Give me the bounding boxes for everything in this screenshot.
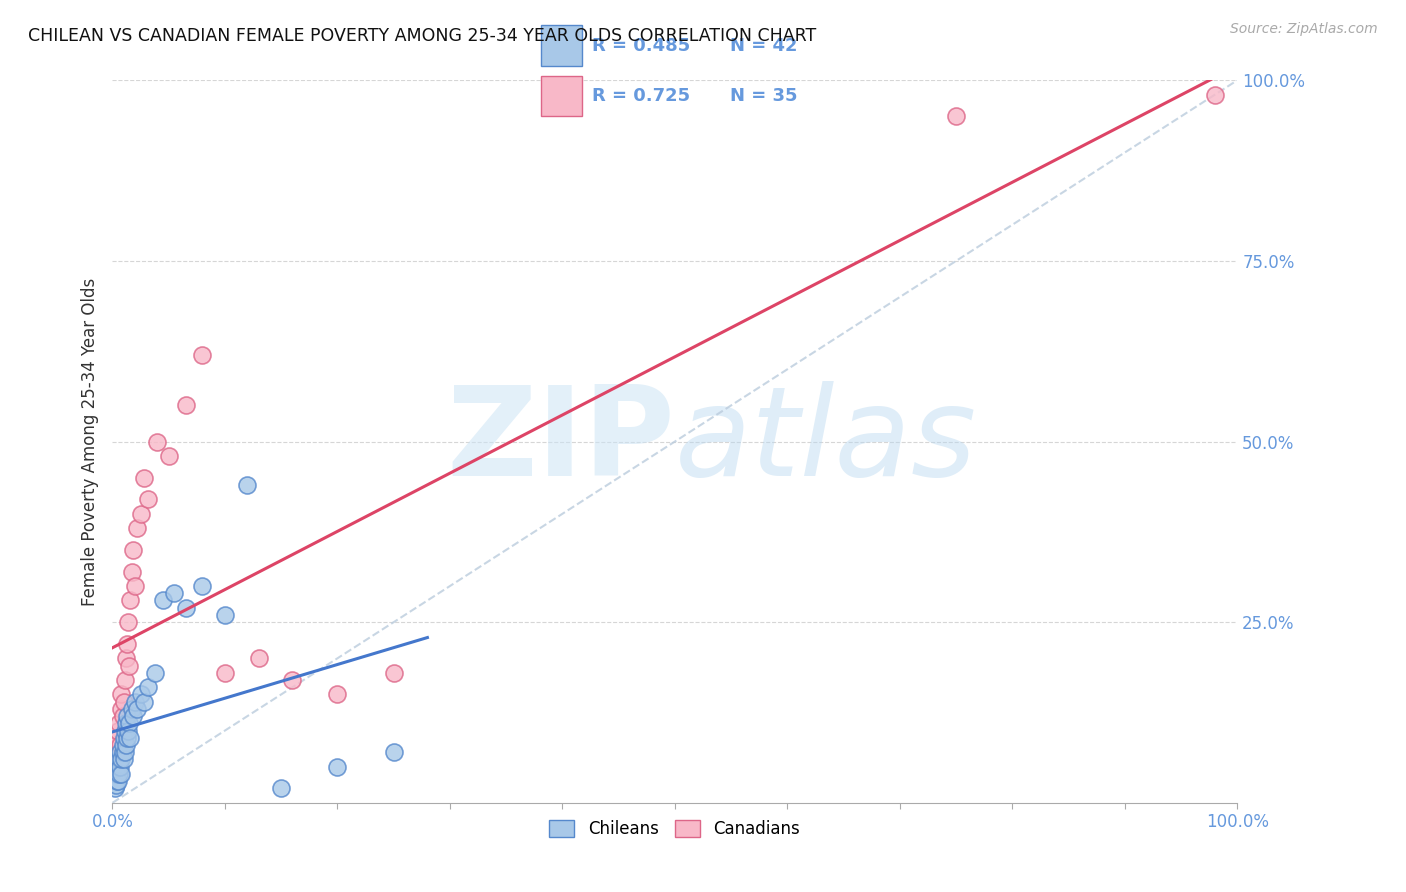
Chileans [115,731,138,745]
Legend: Chileans, Canadians: Chileans, Canadians [543,814,807,845]
Chileans [105,774,128,789]
Canadians [115,651,138,665]
Chileans [112,752,135,766]
Chileans [115,709,138,723]
Chileans [152,593,174,607]
Chileans [107,760,129,774]
Chileans [127,702,149,716]
Chileans [121,709,143,723]
Canadians [174,398,197,412]
Text: R = 0.485: R = 0.485 [592,37,690,54]
Chileans [163,586,186,600]
Canadians [107,723,129,738]
Chileans [111,745,134,759]
Canadians [104,738,127,752]
Chileans [107,774,129,789]
Chileans [110,767,132,781]
Chileans [108,752,131,766]
Chileans [236,478,259,492]
Canadians [247,651,270,665]
Canadians [382,665,405,680]
Text: ZIP: ZIP [446,381,675,502]
Text: atlas: atlas [675,381,977,502]
Chileans [143,665,166,680]
Text: N = 42: N = 42 [730,37,797,54]
Chileans [382,745,405,759]
Canadians [108,716,131,731]
Chileans [270,781,292,796]
Text: R = 0.725: R = 0.725 [592,87,690,105]
Chileans [110,745,132,759]
Canadians [104,752,127,766]
Chileans [121,702,143,716]
Canadians [146,434,169,449]
Canadians [281,673,304,687]
Canadians [132,470,155,484]
Canadians [214,665,236,680]
Chileans [104,778,127,792]
Canadians [110,738,132,752]
Canadians [945,110,967,124]
Chileans [114,745,136,759]
Chileans [104,781,127,796]
Chileans [105,767,128,781]
Chileans [129,687,152,701]
Chileans [108,767,131,781]
Chileans [110,760,132,774]
Canadians [118,658,141,673]
Canadians [107,745,129,759]
Canadians [124,579,146,593]
Chileans [124,695,146,709]
Bar [541,76,582,116]
Canadians [117,615,139,630]
Canadians [326,687,349,701]
Text: N = 35: N = 35 [730,87,797,105]
Chileans [174,600,197,615]
Canadians [105,731,128,745]
Chileans [138,680,160,694]
Canadians [1204,87,1226,102]
Canadians [121,565,143,579]
Chileans [191,579,214,593]
Chileans [120,731,142,745]
Chileans [132,695,155,709]
Canadians [138,492,160,507]
Bar [541,25,582,66]
Canadians [191,348,214,362]
Chileans [112,731,135,745]
Chileans [114,723,136,738]
Canadians [111,709,134,723]
Canadians [157,449,180,463]
Canadians [127,521,149,535]
Canadians [120,593,142,607]
Text: Source: ZipAtlas.com: Source: ZipAtlas.com [1230,22,1378,37]
Chileans [111,738,134,752]
Canadians [129,507,152,521]
Canadians [121,542,143,557]
Chileans [326,760,349,774]
Y-axis label: Female Poverty Among 25-34 Year Olds: Female Poverty Among 25-34 Year Olds [80,277,98,606]
Canadians [110,687,132,701]
Text: CHILEAN VS CANADIAN FEMALE POVERTY AMONG 25-34 YEAR OLDS CORRELATION CHART: CHILEAN VS CANADIAN FEMALE POVERTY AMONG… [28,27,817,45]
Chileans [110,752,132,766]
Chileans [117,723,139,738]
Chileans [118,716,141,731]
Canadians [114,673,136,687]
Canadians [112,695,135,709]
Chileans [115,738,138,752]
Canadians [115,637,138,651]
Canadians [110,702,132,716]
Chileans [214,607,236,622]
Chileans [115,716,138,731]
